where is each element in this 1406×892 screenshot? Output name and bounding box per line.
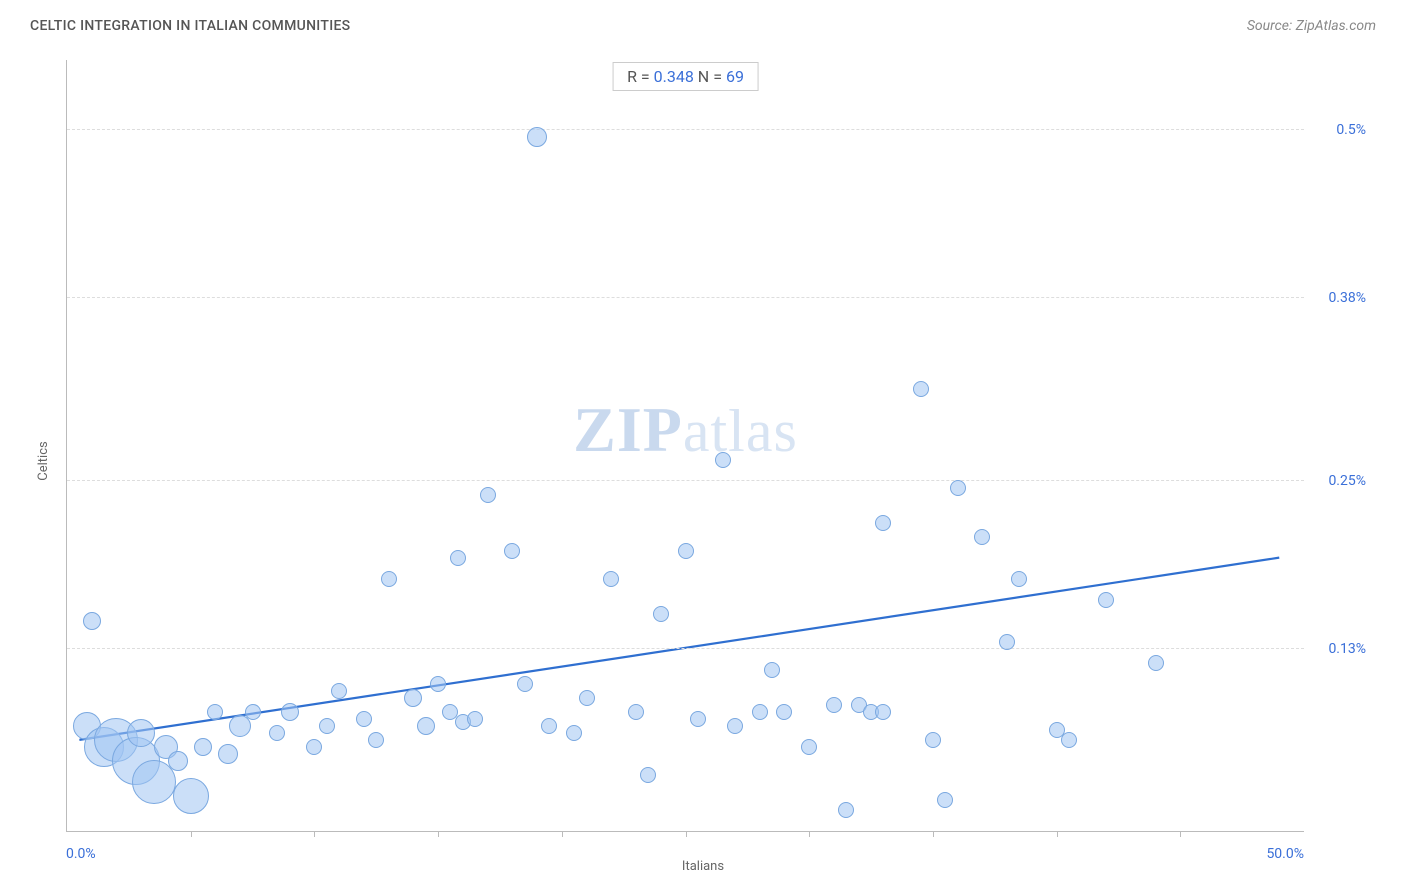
data-point — [875, 704, 891, 720]
plot-area: R = 0.348 N = 69 ZIPatlas 0.13%0.25%0.38… — [66, 60, 1304, 832]
gridline — [67, 480, 1304, 481]
data-point — [826, 697, 842, 713]
data-point — [430, 676, 446, 692]
x-tick — [933, 831, 934, 837]
chart-header: CELTIC INTEGRATION IN ITALIAN COMMUNITIE… — [0, 0, 1406, 40]
x-tick — [438, 831, 439, 837]
data-point — [974, 529, 990, 545]
stats-box: R = 0.348 N = 69 — [612, 62, 759, 91]
x-tick — [686, 831, 687, 837]
gridline — [67, 648, 1304, 649]
data-point — [127, 719, 155, 747]
data-point — [417, 717, 435, 735]
x-tick — [809, 831, 810, 837]
data-point — [404, 689, 422, 707]
chart-container: Celtics R = 0.348 N = 69 ZIPatlas 0.13%0… — [30, 48, 1376, 874]
data-point — [480, 487, 496, 503]
data-point — [218, 744, 238, 764]
data-point — [527, 127, 547, 147]
x-tick — [1180, 831, 1181, 837]
data-point — [752, 704, 768, 720]
x-tick — [191, 831, 192, 837]
gridline — [67, 297, 1304, 298]
gridline — [67, 129, 1304, 130]
data-point — [566, 725, 582, 741]
data-point — [715, 452, 731, 468]
x-tick — [562, 831, 563, 837]
x-axis-min-label: 0.0% — [66, 846, 96, 862]
data-point — [450, 550, 466, 566]
data-point — [132, 760, 176, 804]
data-point — [245, 704, 261, 720]
data-point — [690, 711, 706, 727]
data-point — [838, 802, 854, 818]
data-point — [281, 703, 299, 721]
x-tick — [314, 831, 315, 837]
chart-source: Source: ZipAtlas.com — [1247, 18, 1376, 34]
data-point — [1098, 592, 1114, 608]
data-point — [653, 606, 669, 622]
data-point — [368, 732, 384, 748]
data-point — [678, 543, 694, 559]
data-point — [173, 778, 209, 814]
data-point — [331, 683, 347, 699]
data-point — [83, 612, 101, 630]
y-tick-label: 0.38% — [1328, 290, 1366, 306]
data-point — [950, 480, 966, 496]
y-tick-label: 0.25% — [1328, 473, 1366, 489]
data-point — [194, 738, 212, 756]
y-tick-label: 0.5% — [1336, 122, 1366, 138]
x-tick — [1057, 831, 1058, 837]
data-point — [937, 792, 953, 808]
data-point — [517, 676, 533, 692]
x-axis-max-label: 50.0% — [1266, 846, 1304, 862]
data-point — [1148, 655, 1164, 671]
data-point — [640, 767, 656, 783]
data-point — [579, 690, 595, 706]
data-point — [306, 739, 322, 755]
data-point — [381, 571, 397, 587]
data-point — [801, 739, 817, 755]
data-point — [628, 704, 644, 720]
chart-title: CELTIC INTEGRATION IN ITALIAN COMMUNITIE… — [30, 18, 350, 34]
data-point — [356, 711, 372, 727]
data-point — [504, 543, 520, 559]
data-point — [913, 381, 929, 397]
data-point — [467, 711, 483, 727]
data-point — [764, 662, 780, 678]
data-point — [207, 704, 223, 720]
data-point — [875, 515, 891, 531]
data-point — [925, 732, 941, 748]
data-point — [168, 751, 188, 771]
data-point — [727, 718, 743, 734]
data-point — [1061, 732, 1077, 748]
x-axis-label: Italians — [682, 859, 724, 874]
data-point — [999, 634, 1015, 650]
data-point — [541, 718, 557, 734]
data-point — [269, 725, 285, 741]
data-point — [603, 571, 619, 587]
watermark: ZIPatlas — [573, 393, 798, 467]
y-axis-label: Celtics — [36, 441, 51, 480]
data-point — [1011, 571, 1027, 587]
data-point — [319, 718, 335, 734]
data-point — [776, 704, 792, 720]
y-tick-label: 0.13% — [1328, 641, 1366, 657]
